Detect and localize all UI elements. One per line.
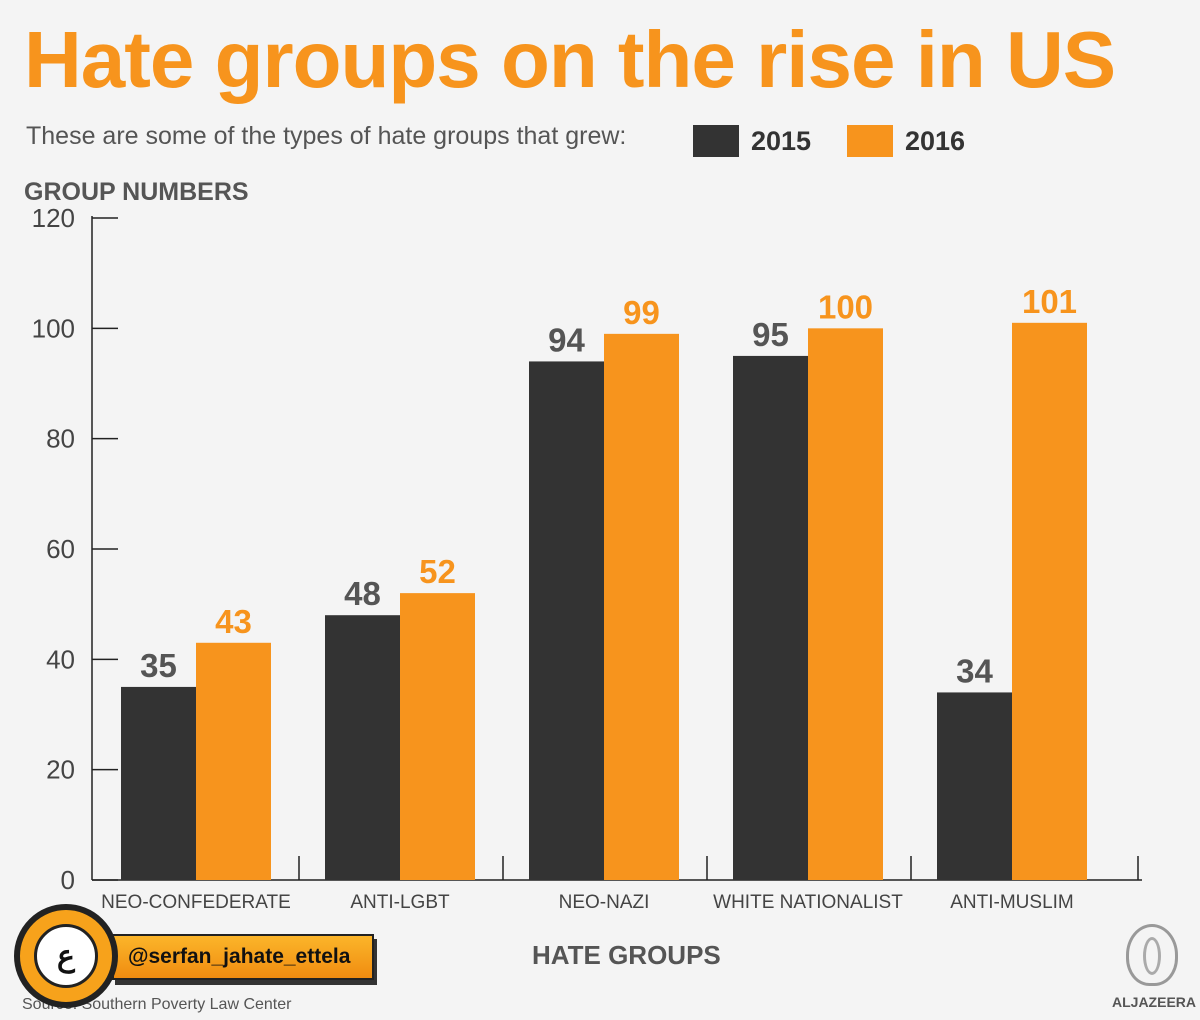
bar-2015 [325,615,400,880]
bar-2016 [196,642,271,880]
data-label-2016: 99 [623,294,660,331]
data-label-2015: 94 [548,321,585,358]
watermark-logo-inner: ع [34,924,98,988]
bar-2016 [604,333,679,881]
bar-2015 [121,686,196,880]
bar-2015 [937,692,1012,880]
legend-swatch-2016 [847,125,893,157]
bar-2015 [529,361,604,880]
watermark-logo: ع [14,904,118,1008]
x-tick-label: WHITE NATIONALIST [713,892,903,913]
x-tick-label: ANTI-MUSLIM [950,892,1074,913]
y-tick-label: 0 [61,865,75,895]
y-tick-label: 120 [32,203,75,233]
aljazeera-logo: ALJAZEERA [1112,924,1197,1014]
y-axis-title: GROUP NUMBERS [24,178,249,206]
x-tick-label: ANTI-LGBT [350,892,450,913]
bar-2016 [1012,322,1087,881]
legend-label-2016: 2016 [905,125,966,156]
data-label-2015: 35 [140,647,177,684]
x-axis-title: HATE GROUPS [532,940,721,970]
bar-2016 [400,593,475,880]
data-label-2016: 52 [419,553,456,590]
data-label-2015: 34 [956,652,993,689]
legend-swatch-2015 [693,125,739,157]
x-tick-label: NEO-NAZI [559,892,650,913]
y-tick-label: 20 [46,755,75,785]
legend-label-2015: 2015 [751,125,812,156]
chart-subtitle: These are some of the types of hate grou… [26,122,627,150]
watermark-logo-text: ع [57,938,75,974]
aljazeera-logo-icon [1126,924,1178,986]
y-tick-label: 60 [46,534,75,564]
brand-name: ALJAZEERA [1112,994,1197,1010]
watermark-handle: @serfan_jahate_ettela [128,945,351,968]
data-label-2015: 95 [752,316,789,353]
chart-title: Hate groups on the rise in US [24,15,1116,104]
data-label-2016: 101 [1022,283,1077,320]
data-label-2016: 43 [215,603,252,640]
y-tick-label: 100 [32,313,75,343]
legend-item-2015: 2015 [693,124,811,158]
bar-2015 [733,355,808,881]
y-tick-label: 80 [46,424,75,454]
data-label-2016: 100 [818,288,873,325]
bar-2016 [808,328,883,880]
watermark-handle-tag: @serfan_jahate_ettela [112,934,374,980]
x-tick-label: NEO-CONFEDERATE [101,892,291,913]
y-tick-label: 40 [46,644,75,674]
legend-item-2016: 2016 [847,124,965,158]
data-label-2015: 48 [344,575,381,612]
